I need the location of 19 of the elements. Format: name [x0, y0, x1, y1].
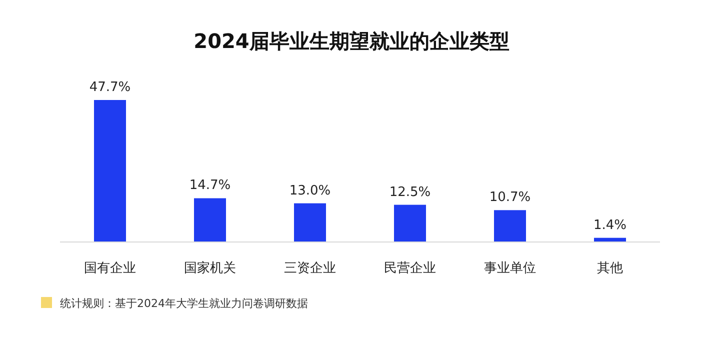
- bar: [494, 210, 526, 242]
- data-label: 12.5%: [389, 184, 431, 200]
- x-tick-label: 三资企业: [284, 261, 336, 276]
- chart-title: 2024届毕业生期望就业的企业类型: [194, 29, 510, 53]
- data-label: 1.4%: [593, 218, 627, 233]
- bar: [194, 198, 226, 242]
- bar: [94, 100, 126, 242]
- x-tick-label: 事业单位: [484, 261, 536, 276]
- x-tick-label: 其他: [597, 261, 623, 276]
- text: 统计规则：基于2024年大学生就业力问卷调研数据: [60, 297, 308, 310]
- data-label: 13.0%: [289, 183, 331, 198]
- data-label: 14.7%: [189, 178, 231, 194]
- x-tick-label: 民营企业: [384, 261, 436, 276]
- bar: [394, 204, 426, 242]
- x-tick-label: 国家机关: [184, 260, 236, 276]
- x-tick-label: 国有企业: [84, 261, 136, 276]
- bar: [294, 203, 326, 242]
- data-label: 10.7%: [489, 190, 531, 206]
- data-label: 47.7%: [89, 80, 131, 95]
